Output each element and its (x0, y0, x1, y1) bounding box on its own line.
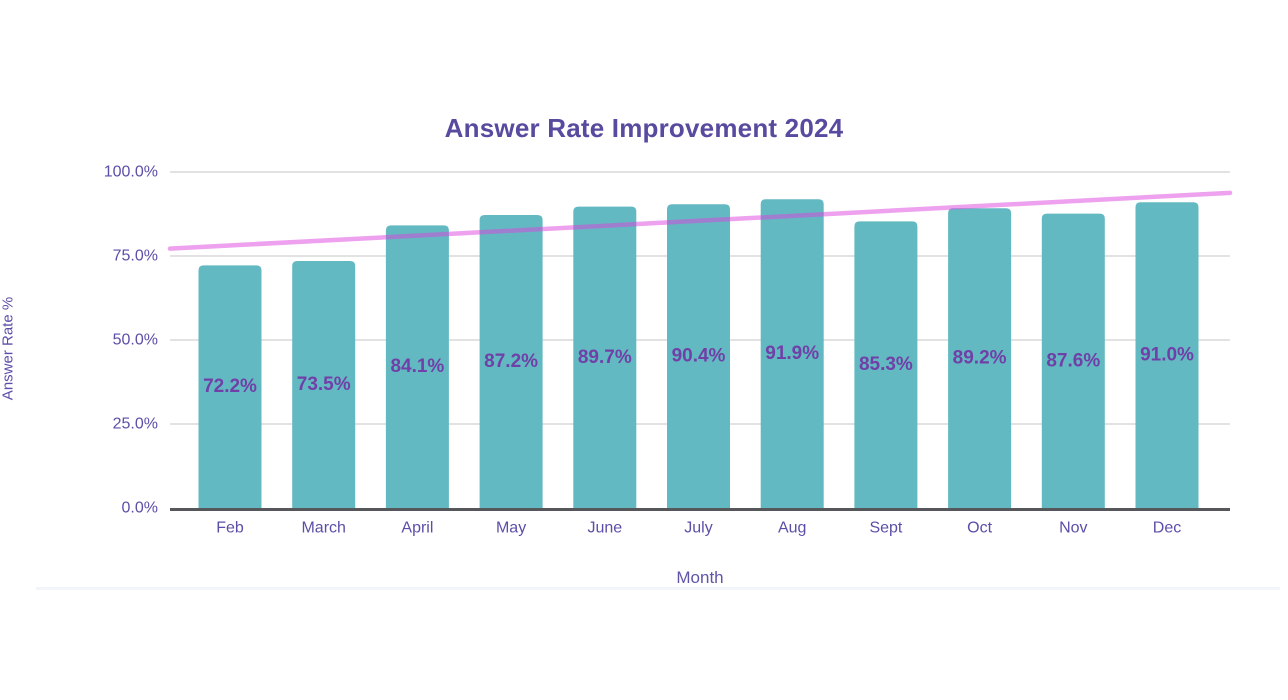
bar-april[interactable] (385, 225, 449, 508)
bar-oct[interactable] (948, 208, 1012, 508)
bar-may[interactable] (479, 215, 543, 508)
x-axis-title: Month (676, 568, 724, 587)
y-tick-label-25: 25.0% (113, 416, 158, 433)
x-tick-label-march: March (301, 520, 345, 537)
bar-feb[interactable] (198, 265, 262, 508)
bar-label-july: 90.4% (672, 346, 726, 367)
x-tick-label-dec: Dec (1153, 520, 1181, 537)
bar-label-aug: 91.9% (765, 343, 819, 364)
y-tick-label-0: 0.0% (122, 500, 158, 517)
x-tick-label-july: July (684, 520, 712, 537)
x-tick-label-may: May (496, 520, 526, 537)
x-tick-label-june: June (587, 520, 622, 537)
bar-label-may: 87.2% (484, 351, 538, 372)
y-tick-label-100: 100.0% (104, 164, 158, 181)
x-tick-label-april: April (401, 520, 433, 537)
x-tick-label-sept: Sept (869, 520, 902, 537)
x-tick-label-aug: Aug (778, 520, 806, 537)
bar-dec[interactable] (1135, 202, 1199, 509)
bar-label-june: 89.7% (578, 347, 632, 368)
bar-nov[interactable] (1041, 213, 1105, 508)
y-axis-title: Answer Rate % (0, 296, 17, 401)
bar-june[interactable] (573, 206, 637, 508)
chart-title: Answer Rate Improvement 2024 (444, 113, 844, 143)
bar-label-oct: 89.2% (953, 348, 1007, 369)
x-tick-label-oct: Oct (967, 520, 992, 537)
bar-sept[interactable] (854, 221, 918, 508)
bar-label-march: 73.5% (297, 374, 351, 395)
x-tick-label-nov: Nov (1059, 520, 1087, 537)
y-tick-label-50: 50.0% (113, 332, 158, 349)
bar-march[interactable] (292, 261, 356, 508)
x-tick-label-feb: Feb (216, 520, 244, 537)
bar-label-april: 84.1% (390, 356, 444, 377)
bar-july[interactable] (667, 204, 730, 509)
bar-label-nov: 87.6% (1046, 350, 1100, 371)
bar-label-sept: 85.3% (859, 354, 913, 375)
bar-label-feb: 72.2% (203, 376, 257, 397)
y-tick-label-75: 75.0% (113, 248, 158, 265)
bar-aug[interactable] (760, 199, 824, 508)
bar-label-dec: 91.0% (1140, 345, 1194, 366)
trend-line[interactable] (167, 190, 1233, 251)
bottom-divider (36, 587, 1280, 590)
